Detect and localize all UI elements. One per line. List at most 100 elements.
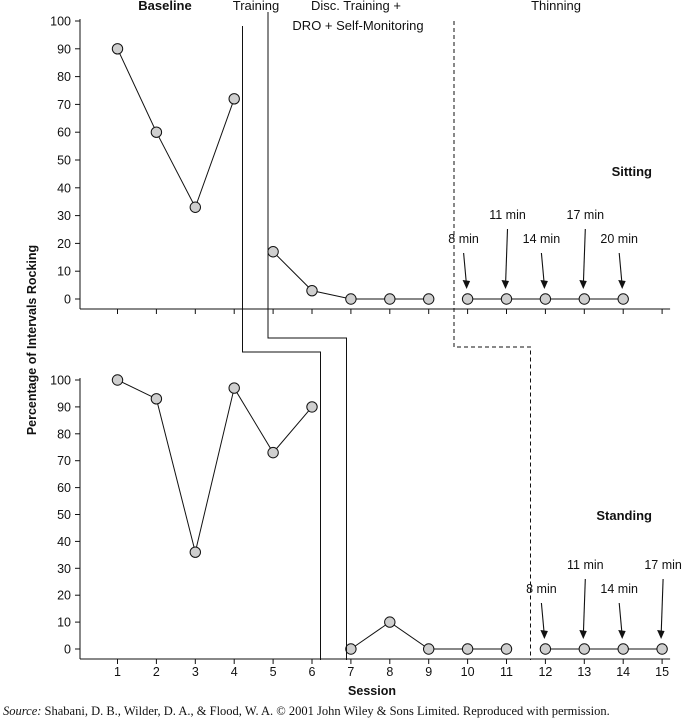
standing-data-point bbox=[345, 643, 357, 655]
sitting-y-tick-label: 60 bbox=[57, 126, 71, 140]
standing-y-tick-label: 50 bbox=[57, 508, 71, 522]
phase-label-thinning: Thinning bbox=[531, 0, 581, 13]
sitting-data-point bbox=[384, 293, 396, 305]
standing-panel-label: Standing bbox=[596, 508, 652, 523]
standing-y-tick-label: 70 bbox=[57, 454, 71, 468]
standing-data-point bbox=[267, 446, 279, 459]
sitting-y-tick-label: 50 bbox=[57, 154, 71, 168]
sitting-annotation-arrowhead bbox=[501, 280, 509, 289]
standing-annotation-arrowhead bbox=[540, 630, 548, 639]
x-tick-label: 2 bbox=[153, 665, 160, 679]
sitting-y-tick-label: 0 bbox=[64, 293, 71, 307]
standing-y-tick-label: 30 bbox=[57, 562, 71, 576]
x-tick-label: 1 bbox=[114, 665, 121, 679]
standing-annotation-arrowhead bbox=[579, 630, 587, 639]
sitting-annotation-label: 11 min bbox=[489, 208, 526, 222]
sitting-panel-label: Sitting bbox=[612, 164, 652, 179]
sitting-annotation-arrow bbox=[582, 228, 586, 287]
standing-data-point bbox=[384, 616, 396, 628]
standing-data-point bbox=[423, 643, 435, 655]
sitting-data-point bbox=[345, 293, 357, 305]
phase-label-dro: DRO + Self-Monitoring bbox=[292, 18, 423, 33]
sitting-data-point bbox=[617, 293, 629, 305]
sitting-y-tick-label: 90 bbox=[57, 42, 71, 56]
standing-annotation-label: 11 min bbox=[567, 558, 604, 572]
sitting-annotation-arrowhead bbox=[579, 280, 587, 289]
x-tick-label: 12 bbox=[538, 665, 552, 679]
standing-annotation-label: 8 min bbox=[526, 582, 557, 596]
standing-y-tick-label: 90 bbox=[57, 400, 71, 414]
sitting-annotation-label: 20 min bbox=[600, 232, 638, 246]
sitting-annotation-label: 17 min bbox=[567, 208, 605, 222]
standing-data-point bbox=[500, 643, 513, 655]
phase-line-thinning bbox=[453, 21, 531, 660]
source-citation: Source: Shabani, D. B., Wilder, D. A., &… bbox=[3, 704, 610, 719]
sitting-data-point bbox=[267, 246, 279, 258]
standing-data-point bbox=[617, 643, 629, 655]
phase-label-training: Training bbox=[233, 0, 279, 13]
sitting-y-tick-label: 100 bbox=[50, 15, 71, 29]
standing-annotation-arrow bbox=[660, 578, 664, 637]
sitting-y-tick-label: 20 bbox=[57, 237, 71, 251]
sitting-data-point bbox=[228, 93, 240, 105]
standing-y-tick-label: 40 bbox=[57, 535, 71, 549]
standing-data-point bbox=[578, 643, 590, 655]
standing-annotation-arrowhead bbox=[657, 630, 665, 639]
x-tick-label: 5 bbox=[270, 665, 277, 679]
standing-y-tick-label: 0 bbox=[64, 643, 71, 657]
standing-annotation-arrowhead bbox=[618, 630, 626, 639]
standing-y-tick-label: 100 bbox=[50, 374, 71, 388]
standing-data-point bbox=[150, 393, 163, 405]
x-tick-label: 4 bbox=[231, 665, 238, 679]
source-label: Source: bbox=[3, 704, 42, 718]
standing-y-tick-label: 60 bbox=[57, 481, 71, 495]
sitting-data-point bbox=[111, 43, 124, 55]
sitting-y-tick-label: 70 bbox=[57, 98, 71, 112]
sitting-annotation-label: 14 min bbox=[523, 232, 561, 246]
phase-label-disc-training: Disc. Training + bbox=[311, 0, 401, 13]
standing-y-tick-label: 10 bbox=[57, 616, 71, 630]
standing-data-point bbox=[656, 643, 668, 655]
standing-annotation-label: 14 min bbox=[600, 582, 638, 596]
sitting-series-line bbox=[272, 251, 429, 300]
x-tick-label: 10 bbox=[461, 665, 475, 679]
x-tick-label: 6 bbox=[309, 665, 316, 679]
sitting-data-point bbox=[150, 126, 163, 138]
x-tick-label: 8 bbox=[386, 665, 393, 679]
standing-y-tick-label: 80 bbox=[57, 427, 71, 441]
standing-data-point bbox=[111, 374, 124, 386]
sitting-y-tick-label: 80 bbox=[57, 70, 71, 84]
sitting-data-point bbox=[423, 293, 435, 305]
sitting-y-tick-label: 30 bbox=[57, 209, 71, 223]
sitting-annotation-arrowhead bbox=[618, 280, 626, 289]
sitting-data-point bbox=[578, 293, 590, 305]
sitting-data-point bbox=[461, 293, 474, 305]
x-tick-label: 11 bbox=[500, 665, 513, 679]
standing-annotation-arrow bbox=[582, 578, 586, 637]
sitting-data-point bbox=[539, 293, 552, 305]
x-tick-label: 7 bbox=[347, 665, 354, 679]
standing-y-tick-label: 20 bbox=[57, 589, 71, 603]
standing-data-point bbox=[228, 382, 240, 394]
x-tick-label: 3 bbox=[192, 665, 199, 679]
x-axis-label: Session bbox=[348, 684, 396, 698]
phase-label-baseline: Baseline bbox=[138, 0, 191, 13]
sitting-annotation-arrow bbox=[504, 228, 509, 287]
source-text: Shabani, D. B., Wilder, D. A., & Flood, … bbox=[41, 704, 610, 718]
standing-data-point bbox=[539, 643, 552, 655]
sitting-data-point bbox=[500, 293, 513, 305]
standing-series-line bbox=[117, 379, 313, 553]
standing-data-point bbox=[189, 546, 202, 558]
sitting-series-line bbox=[117, 48, 235, 209]
standing-data-point bbox=[461, 643, 474, 655]
sitting-annotation-arrowhead bbox=[540, 280, 548, 289]
sitting-data-point bbox=[189, 201, 202, 213]
sitting-annotation-label: 8 min bbox=[448, 232, 479, 246]
sitting-annotation-arrowhead bbox=[462, 280, 471, 289]
sitting-y-tick-label: 40 bbox=[57, 181, 71, 195]
x-tick-label: 15 bbox=[655, 665, 669, 679]
x-tick-label: 9 bbox=[425, 665, 432, 679]
phase-line-baseline-training bbox=[242, 26, 321, 660]
standing-annotation-label: 17 min bbox=[644, 558, 682, 572]
